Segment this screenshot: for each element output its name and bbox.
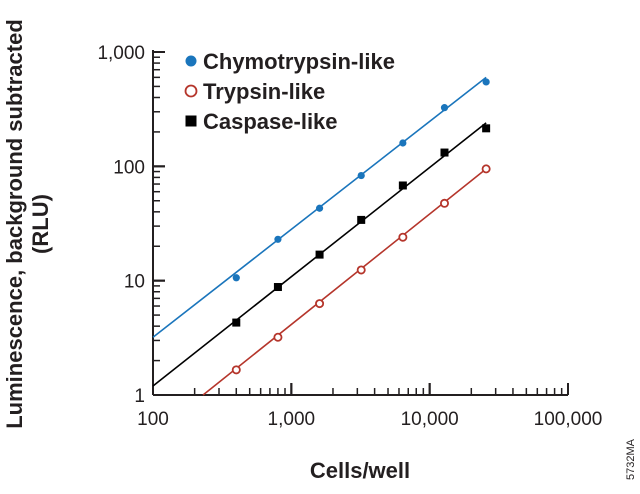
data-point [357,171,365,180]
y-tick-label: 10 [124,272,145,293]
data-point [440,148,449,157]
data-point [274,235,282,243]
legend-marker [184,84,198,98]
fit-line-1 [202,168,487,396]
data-point [357,215,366,224]
x-tick-label: 100 [137,409,169,430]
data-point [232,318,241,327]
y-axis-label-line2: (RLU) [28,194,53,254]
legend-marker [185,55,197,67]
x-axis-label: Cells/well [310,458,410,483]
legend-label: Chymotrypsin-like [203,49,395,74]
x-tick-label: 100,000 [534,409,603,430]
y-axis-label-line1: Luminescence, background subtracted [2,19,27,429]
data-point [315,250,324,259]
data-point [482,78,490,86]
legend-marker [185,115,197,127]
legend: Chymotrypsin-like Trypsin-like Caspase-lik… [184,49,395,134]
data-point [399,139,407,147]
figure-code: 5732MA [625,438,637,480]
axes: 100 1,000 10,000 100,000 1 10 100 1,000 [97,43,602,430]
data-point [315,299,325,309]
data-points [231,78,491,375]
y-tick-label: 100 [113,157,145,178]
data-point [439,198,449,208]
data-point [315,204,324,212]
data-point [232,274,240,282]
data-point [481,164,491,174]
legend-label: Caspase-like [203,109,338,134]
data-point [398,181,407,190]
data-point [482,124,491,133]
data-point [356,265,366,275]
x-tick-label: 10,000 [401,409,459,430]
legend-label: Trypsin-like [203,79,325,104]
y-tick-label: 1 [134,386,145,407]
data-point [440,104,449,112]
data-point [398,232,408,242]
data-point [273,283,282,292]
x-tick-label: 1,000 [268,409,316,430]
y-tick-label: 1,000 [97,43,145,64]
data-point [273,332,283,342]
data-point [231,365,241,375]
